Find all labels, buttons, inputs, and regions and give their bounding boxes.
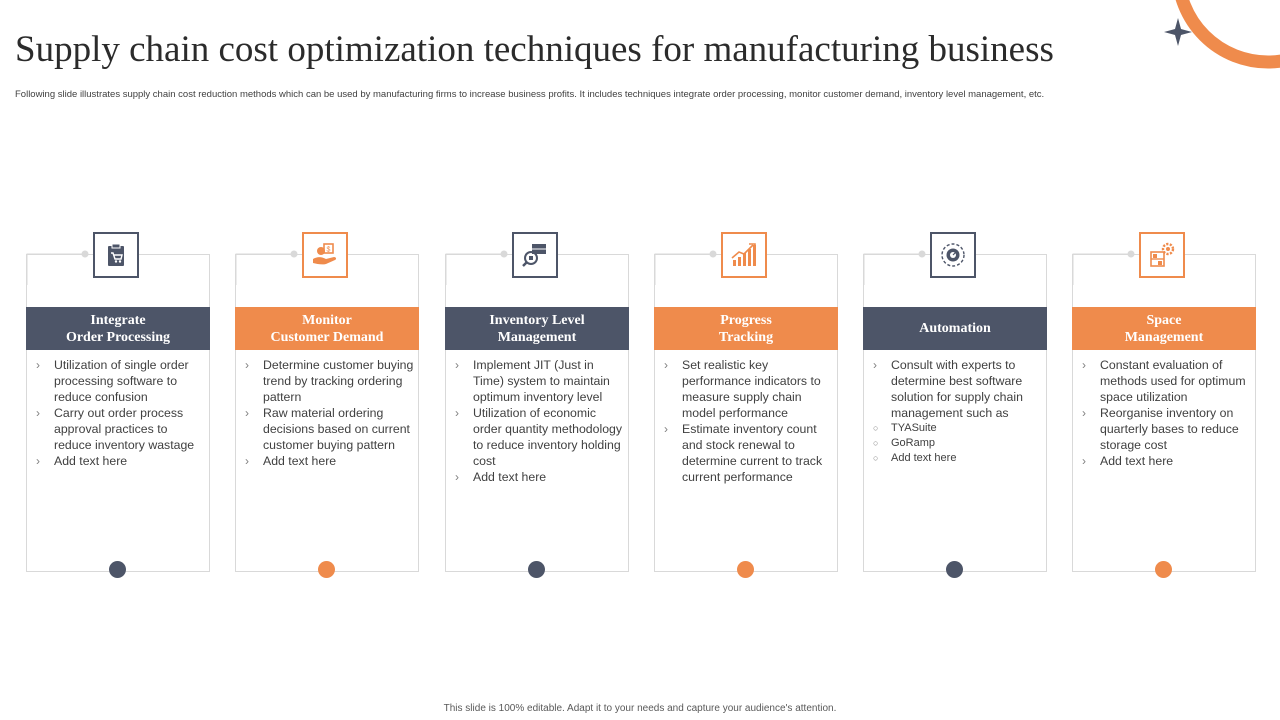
star-icon [1164,18,1192,46]
sub-bullet-item: GoRamp [873,436,1043,451]
column-title-line1: Space [1146,312,1182,328]
connector-line [1072,250,1135,285]
bullet-item: Consult with experts to determine best s… [873,357,1043,421]
bullet-item: Implement JIT (Just in Time) system to m… [455,357,625,405]
column-dot [1155,561,1172,578]
column-header: Progress Tracking [654,307,838,350]
column-title-line2: Order Processing [65,329,171,345]
growth-chart-icon [729,240,759,270]
decorative-arc-icon [1150,0,1280,80]
bullet-item: Add text here [36,453,206,469]
column-title-line2: Management [1124,329,1204,345]
column-header: Inventory Level Management [445,307,629,350]
bullet-list: Implement JIT (Just in Time) system to m… [455,357,625,485]
hand-money-icon: $ [310,240,340,270]
bullet-item: Add text here [1082,453,1252,469]
svg-text:$: $ [327,247,331,254]
bullet-item: Add text here [245,453,415,469]
column-dot [528,561,545,578]
bullet-item: Utilization of economic order quantity m… [455,405,625,469]
bullet-item: Raw material ordering decisions based on… [245,405,415,453]
column-title-line1: Progress [720,312,772,328]
clipboard-cart-icon [101,240,131,270]
column-title-line1: Inventory Level [489,312,585,328]
column-title-line2: Management [497,329,577,345]
column-dot [318,561,335,578]
bullet-item: Carry out order process approval practic… [36,405,206,453]
sub-bullet-list: TYASuiteGoRampAdd text here [873,421,1043,466]
bullet-item: Set realistic key performance indicators… [664,357,834,421]
arc-shape [1175,0,1280,69]
column-dot [737,561,754,578]
gear-automation-icon [938,240,968,270]
sub-bullet-item: TYASuite [873,421,1043,436]
column-title-line1: Automation [919,321,991,336]
bullet-item: Determine customer buying trend by track… [245,357,415,405]
footer-note: This slide is 100% editable. Adapt it to… [443,703,837,714]
bullet-item: Utilization of single order processing s… [36,357,206,405]
bullet-item: Add text here [455,469,625,485]
column-title-line2: Tracking [718,329,774,345]
column-title-line1: Monitor [302,312,352,328]
bullet-item: Constant evaluation of methods used for … [1082,357,1252,405]
column-header: Space Management [1072,307,1256,350]
connector-line [863,250,926,285]
bullet-list: Utilization of single order processing s… [36,357,206,469]
bullet-item: Estimate inventory count and stock renew… [664,421,834,485]
icon-frame: $ [302,232,348,278]
inventory-search-icon [520,240,550,270]
column-dot [109,561,126,578]
column-header: Automation [863,307,1047,350]
bullet-list: Set realistic key performance indicators… [664,357,834,485]
connector-line [445,250,508,285]
sub-bullet-item: Add text here [873,451,1043,466]
icon-frame [721,232,767,278]
icon-frame [512,232,558,278]
column-header: Monitor Customer Demand [235,307,419,350]
shelf-gear-icon [1147,240,1177,270]
connector-line [654,250,717,285]
connector-line [26,250,89,285]
bullet-list: Determine customer buying trend by track… [245,357,415,469]
bullet-list: Constant evaluation of methods used for … [1082,357,1252,469]
technique-column: Automation Consult with experts to determ… [863,225,1047,585]
bullet-list: Consult with experts to determine best s… [873,357,1043,466]
column-title-line2: Customer Demand [270,329,384,345]
page-title: Supply chain cost optimization technique… [15,29,1054,70]
icon-frame [93,232,139,278]
page-subtitle: Following slide illustrates supply chain… [15,89,1045,100]
icon-frame [930,232,976,278]
icon-frame [1139,232,1185,278]
column-title-line1: Integrate [90,312,146,328]
column-dot [946,561,963,578]
connector-line [235,250,298,285]
column-header: Integrate Order Processing [26,307,210,350]
bullet-item: Reorganise inventory on quarterly bases … [1082,405,1252,453]
